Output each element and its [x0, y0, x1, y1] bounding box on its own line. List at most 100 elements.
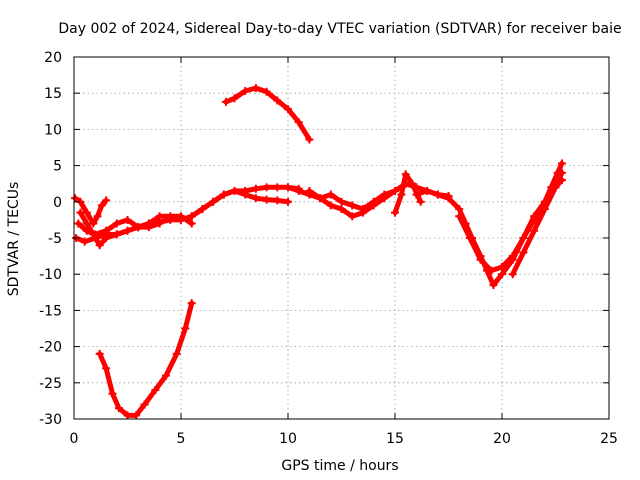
data-point — [551, 183, 560, 192]
data-series — [71, 84, 566, 420]
y-tick-label: 10 — [44, 122, 62, 138]
data-point — [93, 212, 102, 221]
data-point — [177, 212, 185, 221]
data-point — [74, 219, 83, 228]
data-point — [102, 364, 111, 373]
axis-ticks — [73, 56, 610, 420]
data-point — [251, 84, 260, 93]
series-arc-6 — [187, 186, 292, 221]
data-point — [187, 299, 196, 308]
series-arc-4 — [76, 208, 164, 250]
data-point — [198, 205, 207, 214]
y-tick-label: -5 — [48, 231, 62, 247]
x-tick-label: 20 — [493, 431, 511, 447]
tick-labels: 0 5 10 15 20 25 -30 -25 -20 -15 -10 -5 0 5 10 15 20 — [39, 50, 618, 447]
y-tick-label: 5 — [53, 159, 62, 175]
data-point — [326, 201, 335, 210]
data-point — [82, 219, 91, 228]
data-point — [241, 87, 250, 96]
x-tick-label: 10 — [279, 431, 297, 447]
data-point — [397, 190, 406, 199]
x-axis-label: GPS time / hours — [281, 458, 398, 474]
data-point — [391, 186, 399, 195]
data-point — [123, 215, 132, 224]
data-point — [358, 208, 367, 217]
y-tick-label: -10 — [39, 267, 62, 283]
data-point — [172, 349, 181, 358]
y-tick-label: -15 — [39, 303, 62, 319]
data-point — [155, 219, 164, 228]
data-point — [102, 226, 111, 235]
data-point — [294, 118, 303, 127]
data-point — [326, 190, 335, 199]
data-point — [230, 94, 239, 103]
data-point — [305, 135, 314, 144]
data-point — [465, 234, 474, 242]
y-tick-label: -25 — [39, 376, 62, 392]
series-line — [510, 170, 565, 277]
data-point — [519, 248, 528, 257]
y-tick-label: -20 — [39, 340, 62, 356]
data-point — [123, 411, 132, 420]
series-arc-9 — [305, 186, 399, 221]
data-point — [181, 324, 190, 333]
data-point — [284, 105, 292, 114]
x-tick-label: 0 — [70, 431, 79, 447]
data-point — [80, 237, 89, 246]
data-point — [132, 411, 141, 420]
data-point — [348, 201, 357, 210]
data-point — [262, 183, 271, 192]
data-point — [108, 389, 117, 398]
data-point — [273, 183, 282, 192]
data-point — [162, 371, 171, 380]
data-point — [294, 186, 303, 195]
data-point — [166, 212, 175, 221]
data-point — [241, 190, 250, 199]
data-point — [144, 223, 153, 232]
data-point — [401, 170, 410, 179]
data-point — [134, 223, 143, 232]
data-point — [408, 179, 417, 188]
x-tick-label: 5 — [177, 431, 186, 447]
series-arc-5 — [95, 299, 196, 420]
data-point — [273, 96, 282, 105]
data-point — [262, 87, 271, 96]
data-point — [102, 234, 111, 242]
data-point — [391, 208, 399, 217]
y-tick-label: 15 — [44, 86, 62, 102]
data-point — [112, 230, 121, 239]
data-point — [433, 190, 442, 199]
y-tick-label: 0 — [53, 195, 62, 211]
data-point — [316, 194, 325, 203]
data-point — [262, 195, 271, 204]
x-tick-label: 15 — [386, 431, 404, 447]
data-point — [557, 159, 566, 168]
series-line — [77, 210, 163, 248]
data-point — [71, 194, 80, 203]
data-point — [284, 183, 292, 192]
data-point — [114, 404, 123, 413]
chart-title: Day 002 of 2024, Sidereal Day-to-day VTE… — [58, 21, 621, 37]
series-line — [189, 188, 291, 219]
data-point — [412, 190, 421, 199]
data-point — [251, 184, 260, 193]
data-point — [187, 212, 196, 221]
data-point — [305, 186, 314, 195]
x-tick-label: 25 — [600, 431, 618, 447]
data-point — [219, 190, 228, 199]
data-point — [337, 197, 346, 206]
data-point — [369, 201, 378, 210]
gridlines — [74, 57, 609, 419]
data-point — [380, 194, 389, 203]
data-point — [508, 252, 517, 261]
data-point — [498, 270, 506, 279]
data-point — [151, 386, 160, 395]
data-point — [102, 196, 111, 205]
data-point — [498, 262, 506, 271]
data-point — [112, 219, 121, 228]
data-point — [487, 266, 496, 275]
data-point — [95, 349, 104, 358]
data-point — [416, 197, 425, 206]
data-point — [348, 212, 357, 221]
